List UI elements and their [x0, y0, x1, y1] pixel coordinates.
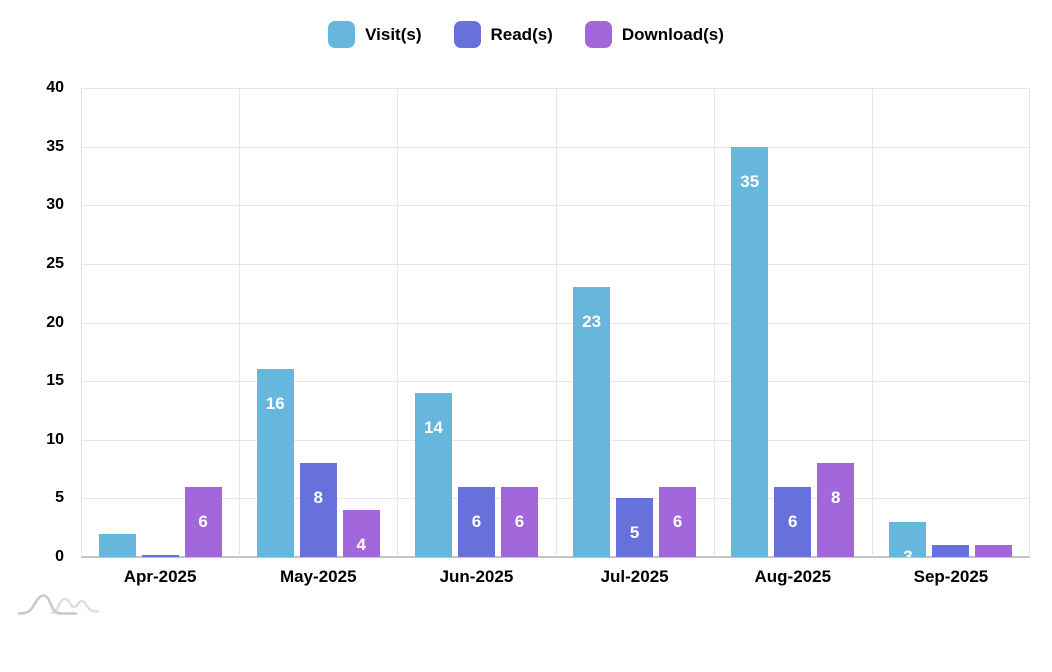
bar-value-label: 6 [788, 511, 798, 531]
bars-layer: 2061684146623563568311 [81, 88, 1030, 557]
bar-reads-jul-2025[interactable]: 5 [616, 498, 654, 557]
y-tick-label-35: 35 [46, 137, 64, 155]
legend-label: Download(s) [621, 25, 724, 44]
bar-reads-apr-2025[interactable]: 0 [141, 555, 179, 557]
bar-visits-jul-2025[interactable]: 23 [573, 287, 611, 557]
category-group-sep-2025: 3 11 [872, 88, 1030, 557]
logo-wave-light [50, 597, 100, 615]
plot-area: 2061684146623563568311 [81, 88, 1030, 558]
bar-downloads-jun-2025[interactable]: 6 [500, 486, 538, 557]
y-tick-label-5: 5 [55, 489, 64, 507]
amcharts-logo[interactable] [16, 592, 100, 620]
x-axis-label-aug-2025: Aug-2025 [754, 567, 832, 586]
v-gridline-0 [81, 88, 82, 557]
x-axis-label-sep-2025: Sep-2025 [913, 567, 989, 586]
bar-value-label: 3 [903, 546, 913, 557]
bar-visits-apr-2025[interactable]: 2 [98, 533, 136, 557]
v-gridline-1 [239, 88, 241, 557]
logo-wave-dark [17, 594, 78, 615]
x-axis-labels: Apr-2025 May-2025 Jun-2025 Jul-2025 Aug-2025… [81, 566, 1030, 588]
category-group-aug-2025: 35 6 8 [714, 88, 872, 557]
bar-downloads-may-2025[interactable]: 4 [342, 510, 380, 557]
y-tick-label-40: 40 [46, 79, 64, 96]
y-tick-label-25: 25 [46, 254, 64, 272]
category-group-may-2025: 16 8 4 [239, 88, 397, 557]
bar-value-label: 16 [265, 394, 285, 414]
y-tick-label-20: 20 [46, 313, 64, 331]
v-gridline-6 [1029, 88, 1030, 557]
bar-value-label: 5 [629, 523, 640, 543]
bar-reads-may-2025[interactable]: 8 [299, 463, 337, 557]
bar-value-label: 6 [198, 511, 208, 531]
x-axis-label-may-2025: May-2025 [279, 567, 357, 586]
y-tick-label-15: 15 [46, 372, 64, 390]
legend-swatch-icon [328, 21, 356, 48]
bar-value-label: 6 [514, 511, 525, 531]
legend-item-visits[interactable]: Visit(s) [328, 21, 422, 48]
bar-visits-may-2025[interactable]: 16 [256, 369, 294, 557]
y-axis-labels: 0 5 10 15 20 25 30 35 40 [0, 79, 64, 565]
x-axis-label-jul-2025: Jul-2025 [600, 567, 669, 586]
bar-value-label: 6 [672, 511, 683, 531]
category-group-apr-2025: 2 0 6 [81, 88, 239, 557]
y-tick-label-30: 30 [46, 196, 64, 214]
x-axis-line [81, 556, 1030, 558]
bar-reads-aug-2025[interactable]: 6 [774, 486, 812, 557]
category-group-jun-2025: 14 6 6 [397, 88, 555, 557]
y-tick-label-0: 0 [55, 548, 64, 565]
legend-swatch-icon [584, 21, 612, 48]
bar-downloads-jul-2025[interactable]: 6 [659, 486, 697, 557]
bar-downloads-apr-2025[interactable]: 6 [184, 486, 222, 557]
x-axis-label-jun-2025: Jun-2025 [439, 567, 514, 586]
legend-item-reads[interactable]: Read(s) [453, 21, 553, 48]
bar-downloads-sep-2025[interactable]: 1 [975, 545, 1013, 557]
bar-value-label: 35 [740, 171, 760, 191]
legend: Visit(s) Read(s) Download(s) [0, 21, 1052, 48]
legend-label: Visit(s) [365, 25, 422, 44]
bar-value-label: 8 [831, 488, 841, 508]
v-gridline-5 [871, 88, 873, 557]
bar-visits-jun-2025[interactable]: 14 [414, 392, 452, 557]
bar-value-label: 14 [423, 417, 443, 437]
bar-reads-sep-2025[interactable]: 1 [932, 545, 970, 557]
bar-value-label: 8 [313, 488, 323, 508]
bar-reads-jun-2025[interactable]: 6 [457, 486, 495, 557]
x-axis-label-apr-2025: Apr-2025 [123, 567, 197, 586]
v-gridline-4 [713, 88, 715, 557]
bar-downloads-aug-2025[interactable]: 8 [817, 463, 855, 557]
bar-value-label: 23 [582, 312, 602, 332]
category-group-jul-2025: 23 5 6 [556, 88, 714, 557]
legend-item-downloads[interactable]: Download(s) [584, 21, 724, 48]
v-gridline-2 [397, 88, 399, 557]
legend-label: Read(s) [490, 25, 553, 44]
bar-visits-sep-2025[interactable]: 3 [889, 521, 927, 557]
bar-value-label: 6 [471, 511, 482, 531]
v-gridline-3 [555, 88, 557, 557]
bar-visits-aug-2025[interactable]: 35 [731, 146, 769, 557]
bar-value-label: 4 [356, 535, 366, 555]
legend-swatch-icon [453, 21, 481, 48]
y-tick-label-10: 10 [46, 430, 64, 448]
